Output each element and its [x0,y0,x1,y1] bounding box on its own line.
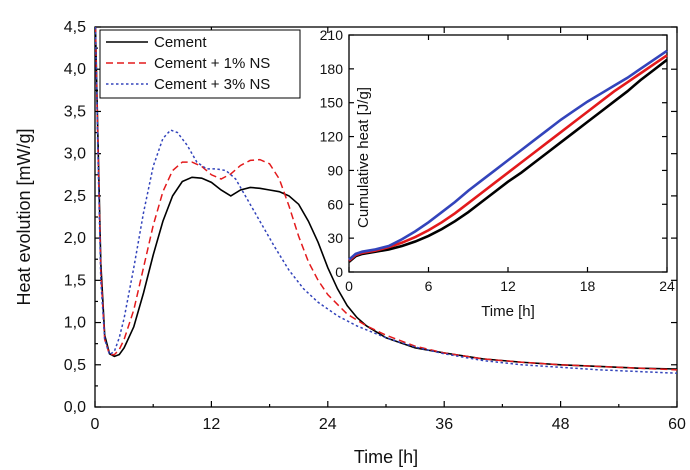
main-series-line-1 [95,27,677,370]
main-x-axis-label: Time [h] [354,447,418,467]
inset-y-axis-label: Cumulative heat [J/g] [355,87,372,228]
main-x-tick-label: 12 [203,416,221,433]
inset-y-tick-label: 150 [320,95,344,111]
inset-y-tick-label: 180 [320,61,344,77]
main-series-line-2 [95,27,677,371]
main-y-tick-label: 2,0 [64,230,86,247]
inset-y-tick-label: 120 [320,129,344,145]
main-x-tick-label: 0 [91,416,100,433]
inset-x-tick-label: 12 [500,278,516,294]
inset-x-tick-label: 0 [345,278,353,294]
inset-x-tick-label: 6 [425,278,433,294]
legend-label-3: Cement + 3% NS [154,76,270,93]
inset-y-tick-label: 30 [327,230,343,246]
inset-x-tick-label: 24 [659,278,675,294]
inset-x-axis-label: Time [h] [481,303,535,320]
main-y-tick-label: 4,5 [64,19,86,36]
inset-y-tick-label: 210 [320,27,344,43]
main-y-tick-label: 3,0 [64,146,86,163]
inset-y-tick-label: 0 [335,264,343,280]
main-x-tick-label: 60 [668,416,686,433]
main-y-axis-label: Heat evolution [mW/g] [14,128,34,305]
main-y-tick-label: 2,5 [64,188,86,205]
main-y-tick-label: 0,0 [64,399,86,416]
main-axes: 0,0 0,5 1,0 1,5 2,0 2,5 3,0 3,5 4,0 4,5 0 12 24 36 48 6… [14,19,686,467]
inset-y-tick-label: 90 [327,162,343,178]
inset-series-line-2 [348,54,668,262]
main-y-tick-label: 0,5 [64,357,86,374]
inset-series-line-1 [348,58,668,263]
main-y-tick-label: 1,0 [64,315,86,332]
legend-label-2: Cement + 1% NS [154,55,270,72]
main-x-tick-label: 24 [319,416,337,433]
legend: Cement Cement + 1% NS Cement + 3% NS [99,29,301,99]
inset-y-tick-label: 60 [327,196,343,212]
inset-series-line-3 [348,49,668,261]
main-y-tick-label: 1,5 [64,272,86,289]
legend-label-1: Cement [154,34,207,51]
main-x-tick-label: 48 [552,416,570,433]
main-y-tick-label: 4,0 [64,61,86,78]
main-x-tick-label: 36 [435,416,453,433]
inset-axes: 0 30 60 90 120 150 180 210 0 6 12 18 24 Time [h] Cumul… [320,27,675,320]
inset-plot-frame [348,34,668,273]
inset-x-tick-label: 18 [580,278,596,294]
main-y-tick-label: 3,5 [64,103,86,120]
